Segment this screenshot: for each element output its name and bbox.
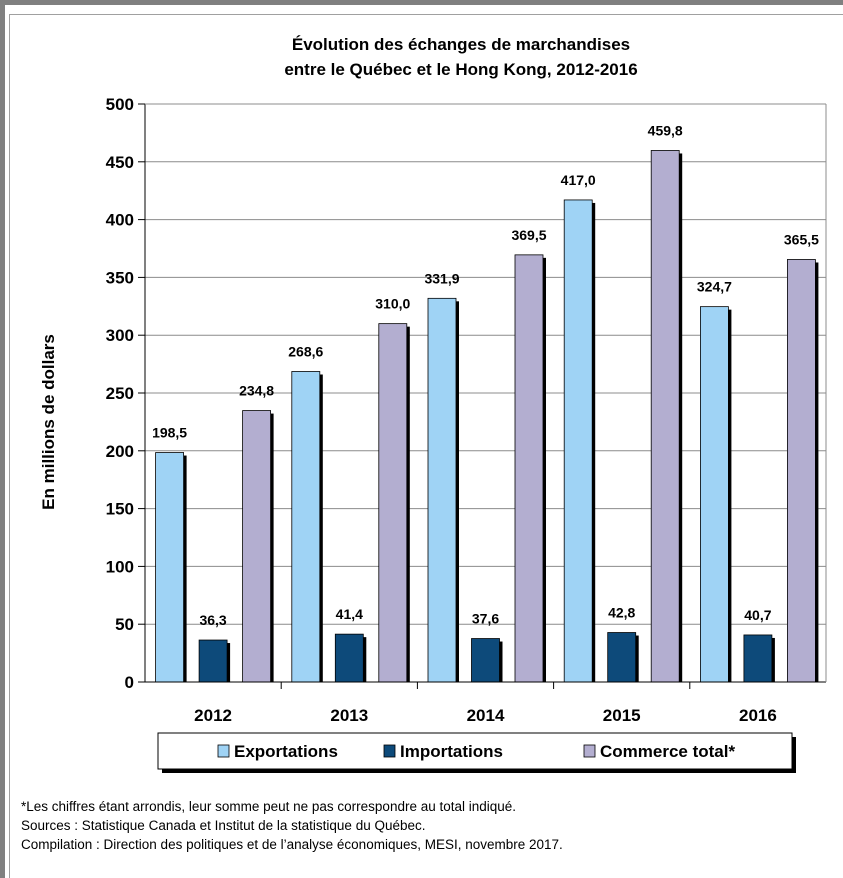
chart-title-line-2: entre le Québec et le Hong Kong, 2012-20…: [284, 60, 637, 79]
data-label-2-2: 369,5: [511, 227, 546, 243]
y-tick-label-4: 200: [106, 442, 134, 461]
data-label-1-1: 41,4: [336, 606, 363, 622]
bar-chart: Évolution des échanges de marchandises e…: [39, 35, 827, 773]
x-tick-label-1: 2013: [330, 706, 368, 725]
bar-0-0: [155, 452, 185, 683]
data-label-0-3: 417,0: [561, 172, 596, 188]
x-tick-label-4: 2016: [739, 706, 777, 725]
y-tick-label-0: 0: [125, 673, 134, 692]
y-tick-label-5: 250: [106, 384, 134, 403]
data-label-0-2: 331,9: [424, 270, 459, 286]
y-tick-label-8: 400: [106, 211, 134, 230]
chart-panel: [9, 14, 843, 878]
bar-0-3: [563, 199, 593, 683]
bar-1-1: [334, 633, 364, 683]
y-tick-label-7: 350: [106, 268, 134, 287]
data-label-0-1: 268,6: [288, 343, 323, 359]
bar-2-4: [787, 259, 816, 683]
y-tick-label-3: 150: [106, 500, 134, 519]
bar-2-3: [650, 150, 680, 683]
axes: [144, 103, 827, 683]
sources-note: Sources : Statistique Canada et Institut…: [21, 818, 426, 833]
legend-swatch-2: [583, 744, 596, 758]
data-label-1-0: 36,3: [199, 612, 226, 628]
x-tick-label-3: 2015: [603, 706, 641, 725]
bar-0-4: [700, 306, 729, 683]
data-label-0-0: 198,5: [152, 425, 187, 441]
compilation-note: Compilation : Direction des politiques e…: [21, 837, 563, 852]
data-labels: 198,5 36,3 234,8 268,6 41,4 310,0 331,9 37,6 369…: [152, 122, 819, 628]
bar-0-1: [291, 371, 321, 683]
legend-label-1: Importations: [400, 742, 503, 761]
legend-swatch-0: [217, 744, 230, 758]
y-tick-label-6: 300: [106, 326, 134, 345]
bar-1-3: [607, 632, 637, 683]
footnote: *Les chiffres étant arrondis, leur somme…: [21, 799, 517, 814]
y-tick-label-10: 500: [106, 95, 134, 114]
data-label-2-3: 459,8: [648, 122, 683, 138]
bar-2-1: [378, 323, 408, 683]
legend-swatch-1: [383, 744, 396, 758]
chart-title-line-1: Évolution des échanges de marchandises: [292, 35, 630, 54]
legend-box: [157, 732, 793, 770]
bar-1-0: [198, 639, 228, 683]
bar-1-4: [743, 634, 773, 683]
x-axis-ticks: 2012 2013 2014 2015 2016: [194, 682, 777, 725]
y-tick-label-1: 50: [115, 615, 134, 634]
data-label-0-4: 324,7: [697, 279, 732, 295]
data-label-1-2: 37,6: [472, 611, 499, 627]
y-tick-label-2: 100: [106, 557, 134, 576]
y-axis-label: En millions de dollars: [39, 334, 58, 510]
bar-2-0: [242, 410, 272, 683]
data-label-1-3: 42,8: [608, 605, 635, 621]
y-tick-label-9: 450: [106, 153, 134, 172]
data-label-2-1: 310,0: [375, 296, 410, 312]
data-label-2-0: 234,8: [239, 383, 274, 399]
chart-notes: *Les chiffres étant arrondis, leur somme…: [21, 797, 563, 854]
x-tick-label-2: 2014: [467, 706, 505, 725]
legend-label-0: Exportations: [234, 742, 338, 761]
data-label-1-4: 40,7: [744, 607, 771, 623]
bar-2-2: [514, 254, 544, 683]
bar-0-2: [427, 297, 457, 683]
chart-title: Évolution des échanges de marchandises e…: [284, 35, 637, 79]
bars: [155, 150, 819, 683]
bar-1-2: [471, 638, 500, 683]
legend: Exportations Importations Commerce total*: [157, 732, 796, 773]
x-tick-label-0: 2012: [194, 706, 232, 725]
legend-label-2: Commerce total*: [600, 742, 735, 761]
y-axis-ticks: 0 50 100 150 200 250 300 350 400 450 500: [106, 95, 145, 692]
data-label-2-4: 365,5: [784, 231, 819, 247]
